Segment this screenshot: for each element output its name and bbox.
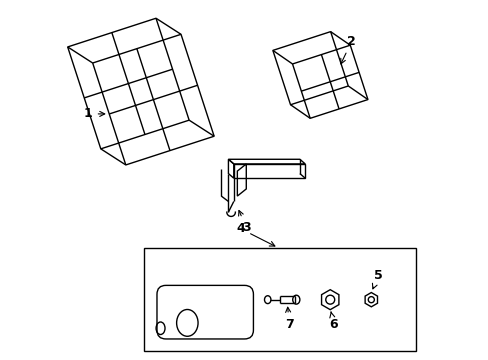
Text: 3: 3 bbox=[238, 211, 250, 234]
Text: 2: 2 bbox=[340, 35, 355, 64]
Text: 7: 7 bbox=[284, 307, 293, 330]
Text: 1: 1 bbox=[84, 107, 104, 120]
Text: 6: 6 bbox=[329, 312, 337, 330]
Text: 4: 4 bbox=[236, 222, 274, 246]
Text: 5: 5 bbox=[372, 269, 382, 289]
